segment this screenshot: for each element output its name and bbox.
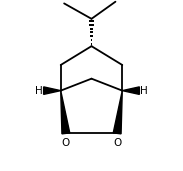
- Polygon shape: [122, 87, 139, 94]
- Text: H: H: [140, 86, 147, 96]
- Text: O: O: [113, 138, 121, 148]
- Text: H: H: [36, 86, 43, 96]
- Polygon shape: [113, 91, 122, 134]
- Text: O: O: [62, 138, 70, 148]
- Polygon shape: [61, 91, 70, 134]
- Polygon shape: [44, 87, 61, 94]
